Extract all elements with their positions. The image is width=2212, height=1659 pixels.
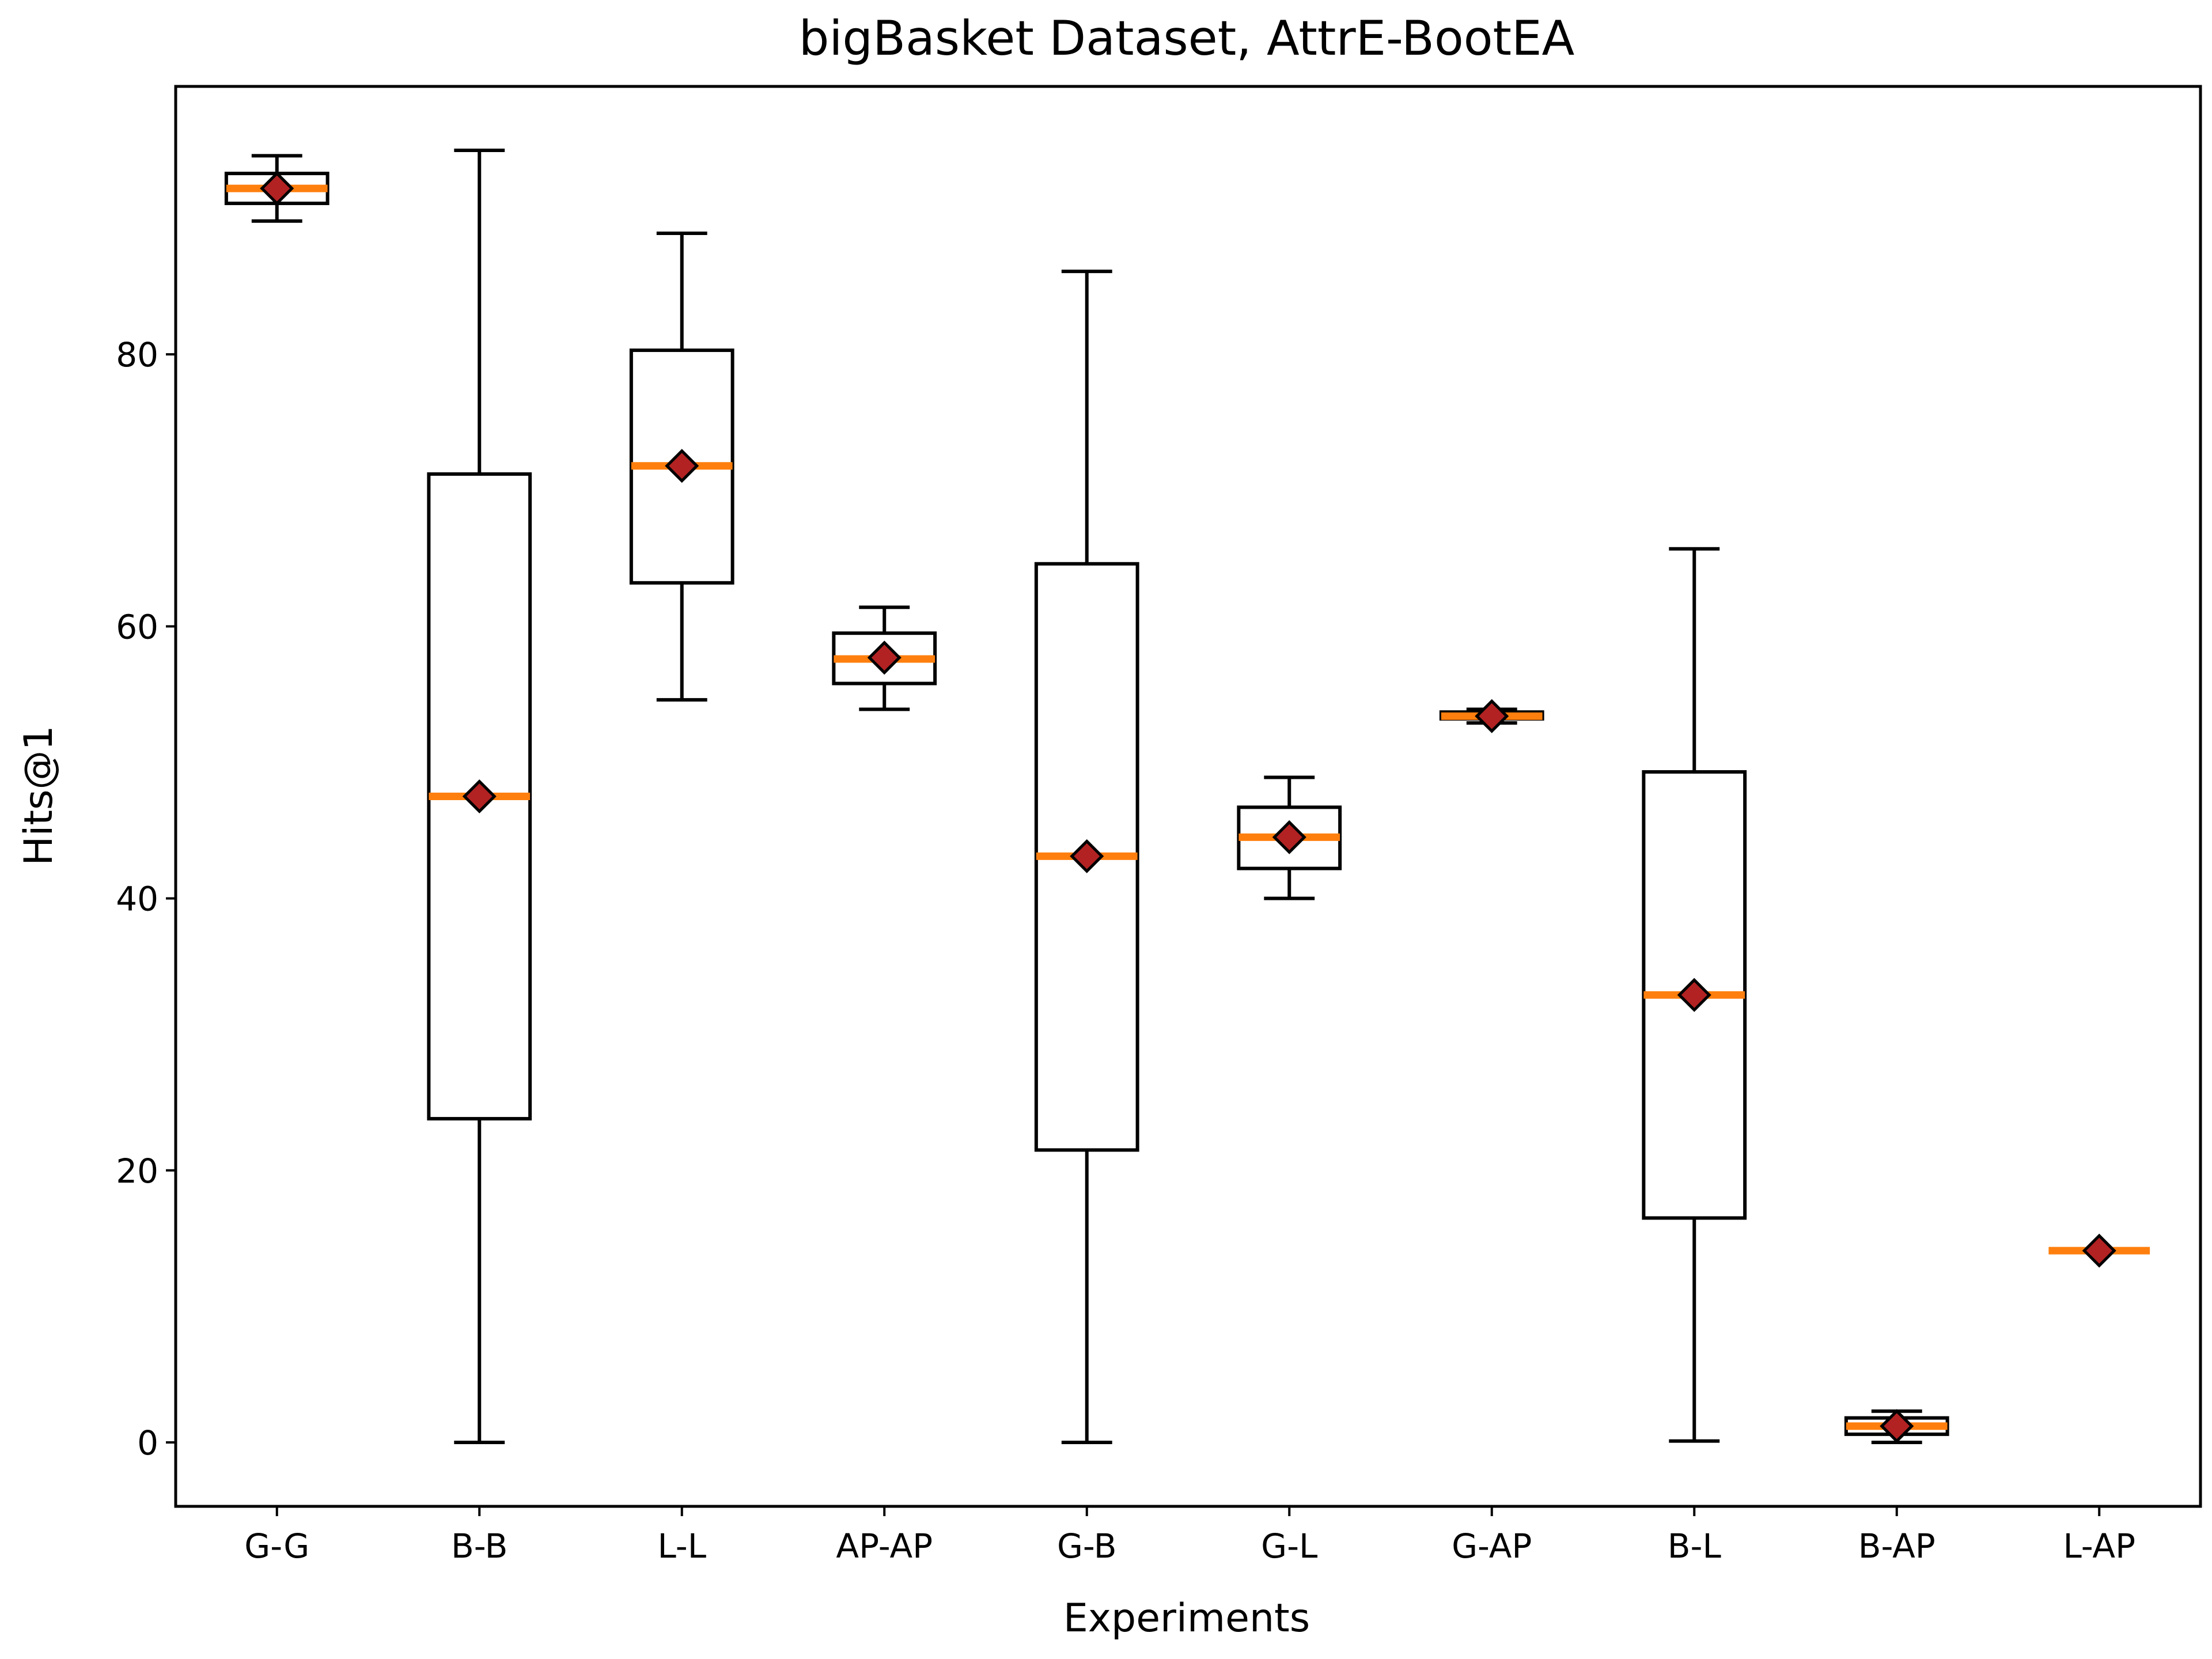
x-tick-label: B-AP bbox=[1858, 1527, 1936, 1566]
y-tick-label: 60 bbox=[116, 607, 158, 646]
y-axis-label: Hits@1 bbox=[16, 725, 62, 865]
x-tick-label: AP-AP bbox=[836, 1527, 933, 1566]
mean-marker bbox=[260, 171, 294, 206]
x-axis-ticks: G-G B-B L-L AP-AP G-B G-L G-AP B-L B-AP L-AP bbox=[244, 1506, 2135, 1566]
y-tick-label: 20 bbox=[116, 1152, 158, 1191]
boxes-layer bbox=[224, 148, 2150, 1445]
x-tick-label: G-AP bbox=[1452, 1527, 1532, 1566]
chart-title: bigBasket Dataset, AttrE-BootEA bbox=[799, 10, 1575, 66]
mean-marker bbox=[2082, 1233, 2116, 1268]
x-tick-label: L-AP bbox=[2063, 1527, 2135, 1566]
mean-marker bbox=[1880, 1409, 1914, 1444]
mean-marker bbox=[1272, 820, 1306, 854]
x-tick-label: L-L bbox=[657, 1527, 706, 1566]
x-tick-label: B-L bbox=[1668, 1527, 1721, 1566]
mean-marker bbox=[462, 779, 497, 814]
mean-marker bbox=[1475, 699, 1509, 733]
y-tick-label: 0 bbox=[137, 1423, 158, 1463]
x-tick-label: B-B bbox=[451, 1527, 507, 1566]
mean-marker bbox=[1677, 978, 1711, 1012]
mean-marker bbox=[867, 641, 902, 675]
x-tick-label: G-L bbox=[1261, 1527, 1317, 1566]
plot-frame bbox=[174, 85, 2202, 1508]
x-axis-label: Experiments bbox=[1063, 1596, 1310, 1641]
mean-marker bbox=[1070, 839, 1104, 873]
x-tick-label: G-G bbox=[244, 1527, 309, 1566]
x-tick-label: G-B bbox=[1057, 1527, 1117, 1566]
y-axis-ticks: 0 20 40 60 80 bbox=[116, 335, 176, 1463]
y-tick-label: 80 bbox=[116, 335, 158, 374]
y-tick-label: 40 bbox=[116, 880, 158, 919]
mean-marker bbox=[665, 449, 699, 483]
